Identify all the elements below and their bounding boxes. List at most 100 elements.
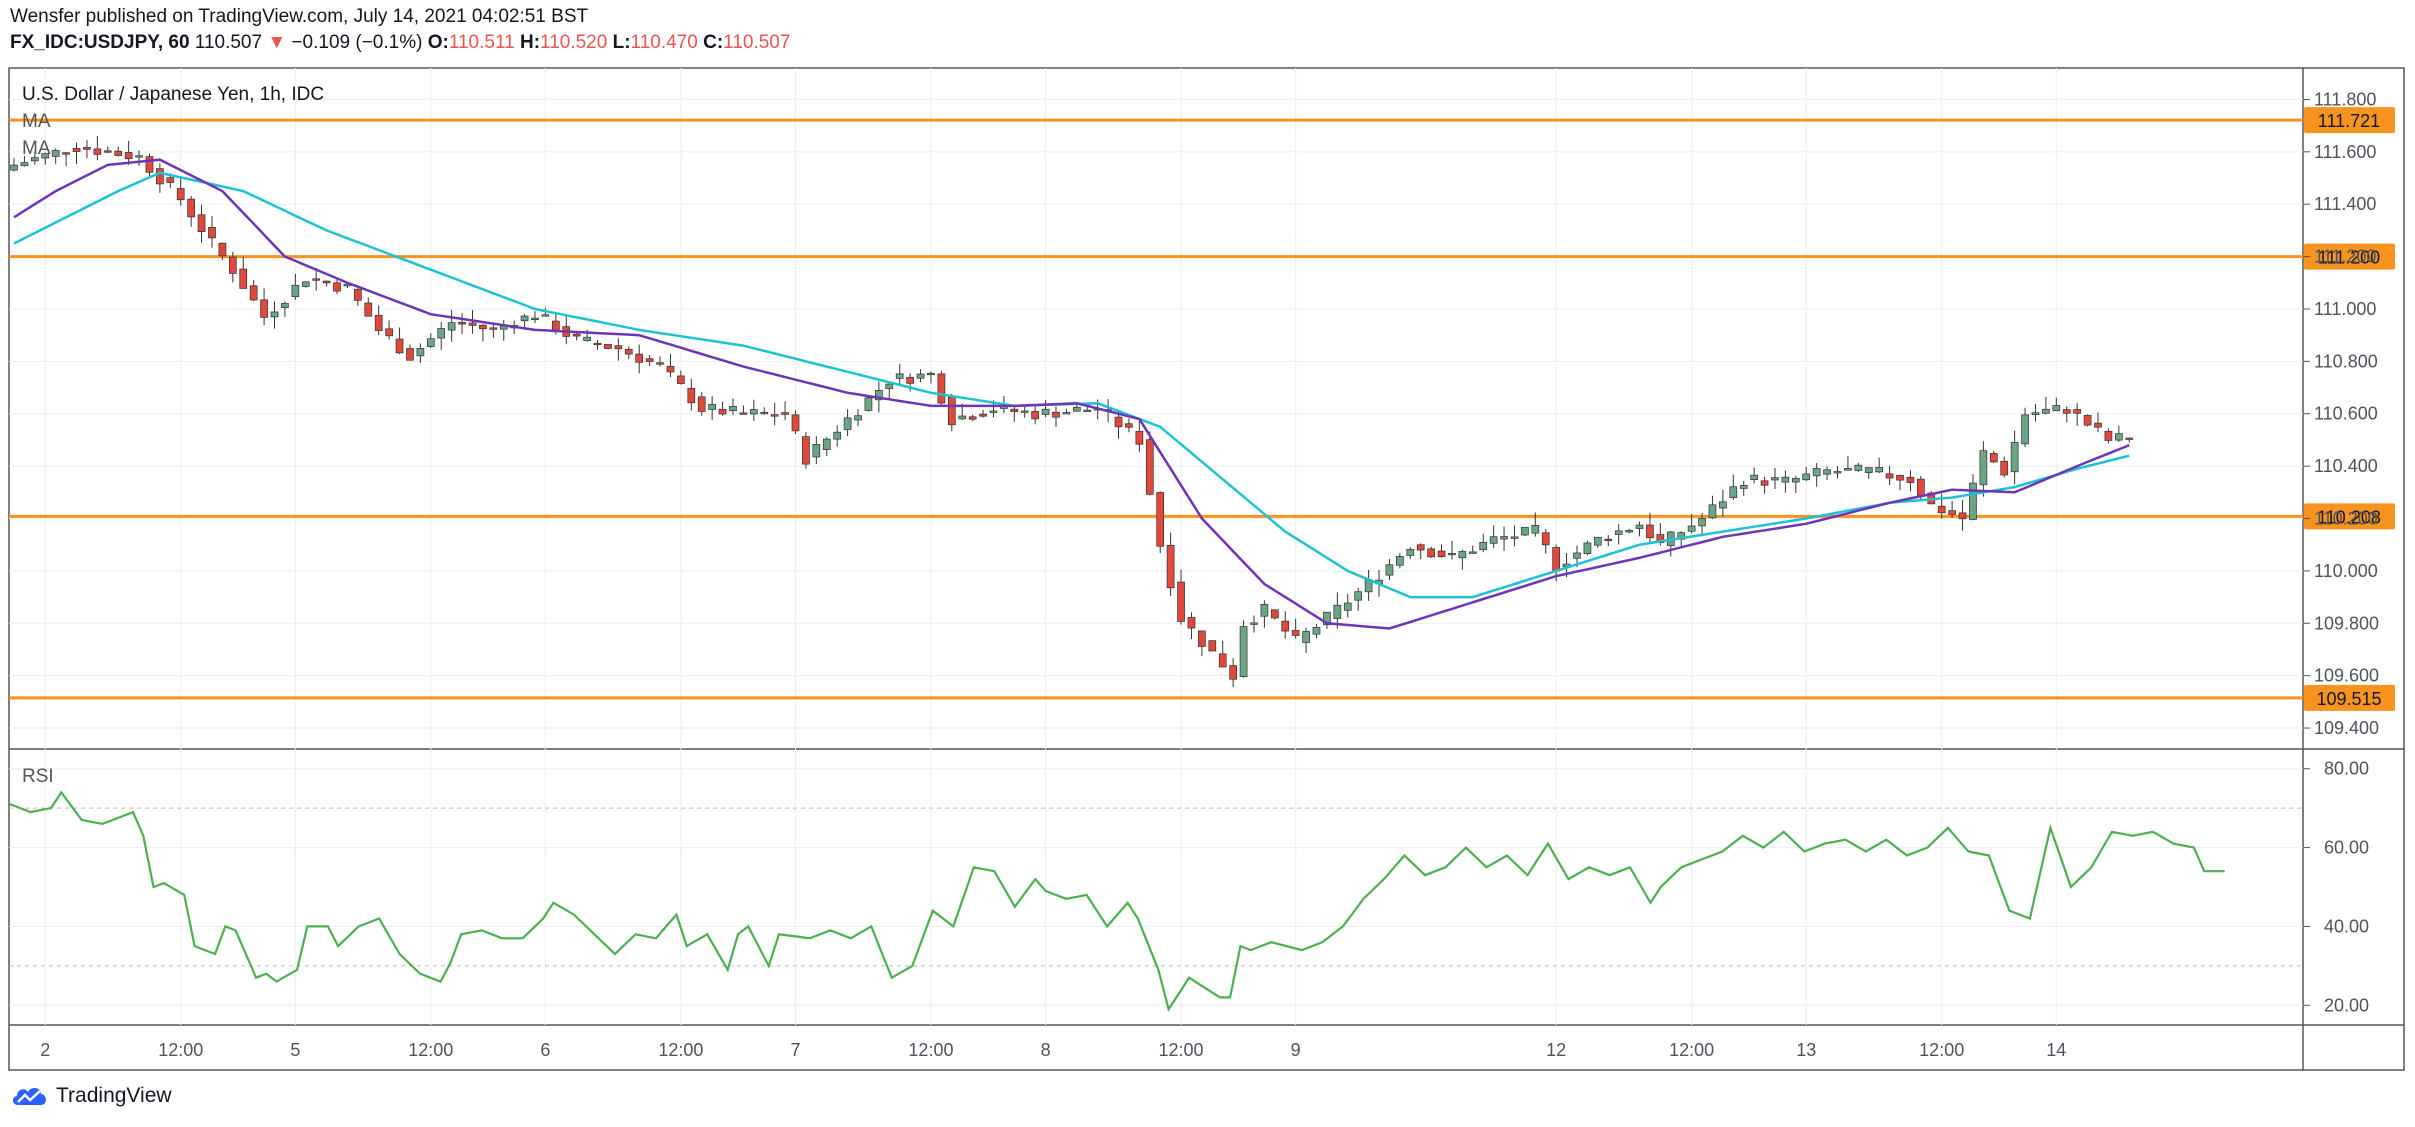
candle-up <box>583 336 591 341</box>
candle-down <box>1291 630 1300 636</box>
symbol-label: FX_IDC:USDJPY, 60 <box>10 32 190 53</box>
candle-down <box>93 148 102 155</box>
candle-up <box>1020 410 1029 413</box>
candle-up <box>2021 414 2029 445</box>
brand-footer[interactable]: TradingView <box>10 1083 172 1109</box>
candle-down <box>2000 460 2009 476</box>
candle-down <box>124 152 133 160</box>
candle-up <box>437 328 446 339</box>
candle-up <box>1041 408 1050 415</box>
candle-up <box>864 397 873 411</box>
candle-up <box>895 373 904 379</box>
ma-slow-line <box>13 171 2130 599</box>
candle-up <box>1635 524 1644 529</box>
candle-down <box>1187 617 1196 629</box>
level-price-tag <box>2304 243 2395 270</box>
candle-down <box>1427 548 1435 558</box>
candle-up <box>749 409 758 415</box>
candle-down <box>1958 512 1967 520</box>
price-tick-label: 111.800 <box>2314 89 2376 109</box>
candle-up <box>1750 474 1758 480</box>
candle-up <box>1323 611 1331 626</box>
candle-up <box>958 415 967 420</box>
candle-up <box>885 383 894 389</box>
candle-up <box>1729 486 1738 498</box>
candle-up <box>2031 412 2040 416</box>
candle-up <box>729 406 737 411</box>
price-change: −0.109 (−0.1%) <box>291 32 423 53</box>
price-tick-label: 110.200 <box>2314 509 2378 529</box>
candle-down <box>228 256 237 274</box>
candle-up <box>1969 482 1977 520</box>
chart-title: U.S. Dollar / Japanese Yen, 1h, IDC <box>22 84 324 105</box>
tradingview-cloud-icon <box>12 1088 46 1105</box>
time-tick-label: 12:00 <box>1159 1040 1204 1060</box>
candle-down <box>697 396 706 412</box>
candle-up <box>426 338 435 347</box>
candle-down <box>2094 422 2102 428</box>
candle-down <box>176 188 185 201</box>
time-tick-label: 7 <box>790 1040 800 1060</box>
candle-down <box>1604 538 1613 541</box>
candle-down <box>1437 550 1446 558</box>
candle-down <box>249 285 258 301</box>
time-tick-label: 12:00 <box>408 1040 453 1060</box>
candle-up <box>1333 604 1342 619</box>
price-tick-label: 109.800 <box>2314 613 2379 633</box>
candle-up <box>1072 406 1081 412</box>
candle-down <box>83 147 91 150</box>
close-label: C: <box>703 32 724 53</box>
candle-up <box>708 403 716 410</box>
candle-down <box>1896 474 1904 481</box>
candle-down <box>395 338 404 354</box>
candle-down <box>312 278 321 281</box>
candle-up <box>1521 526 1529 536</box>
candle-up <box>854 415 862 421</box>
down-triangle-icon: ▼ <box>267 32 287 53</box>
time-tick-label: 12:00 <box>908 1040 953 1060</box>
time-tick-label: 8 <box>1041 1040 1051 1060</box>
candle-up <box>760 411 769 415</box>
time-tick-label: 12:00 <box>658 1040 703 1060</box>
candle-down <box>62 152 70 155</box>
candle-down <box>197 214 206 233</box>
candle-up <box>1687 525 1696 532</box>
candle-up <box>2010 442 2019 473</box>
price-tick-label: 111.600 <box>2314 142 2376 162</box>
candle-down <box>968 416 977 420</box>
candle-down <box>770 414 779 417</box>
candle-up <box>41 153 50 159</box>
candle-down <box>385 328 393 337</box>
time-tick-label: 5 <box>290 1040 300 1060</box>
candle-down <box>239 268 248 289</box>
candle-up <box>1083 409 1092 412</box>
rsi-legend: RSI <box>22 766 54 787</box>
candle-up <box>1864 467 1873 473</box>
candle-down <box>2073 409 2082 414</box>
candle-down <box>1177 581 1185 622</box>
candle-up <box>1791 477 1800 483</box>
brand-name: TradingView <box>56 1084 172 1107</box>
candle-down <box>354 288 362 301</box>
candle-down <box>103 150 112 153</box>
candle-up <box>301 281 310 287</box>
candle-up <box>1833 471 1842 474</box>
candle-up <box>51 150 60 157</box>
price-tick-label: 110.400 <box>2314 456 2378 476</box>
candle-up <box>1531 525 1540 534</box>
candle-up <box>1823 469 1831 475</box>
candle-up <box>447 322 456 331</box>
time-tick-label: 12:00 <box>1919 1040 1964 1060</box>
price-tick-label: 109.400 <box>2314 718 2379 738</box>
candle-down <box>614 345 623 350</box>
candle-down <box>906 376 914 384</box>
candle-down <box>145 156 154 173</box>
candle-up <box>1458 551 1467 559</box>
candle-down <box>791 414 800 432</box>
candle-down <box>687 387 696 404</box>
level-price-label: 111.200 <box>2318 248 2380 268</box>
price-tick-label: 111.400 <box>2314 194 2376 214</box>
candle-up <box>1510 536 1519 539</box>
candle-down <box>406 348 414 361</box>
